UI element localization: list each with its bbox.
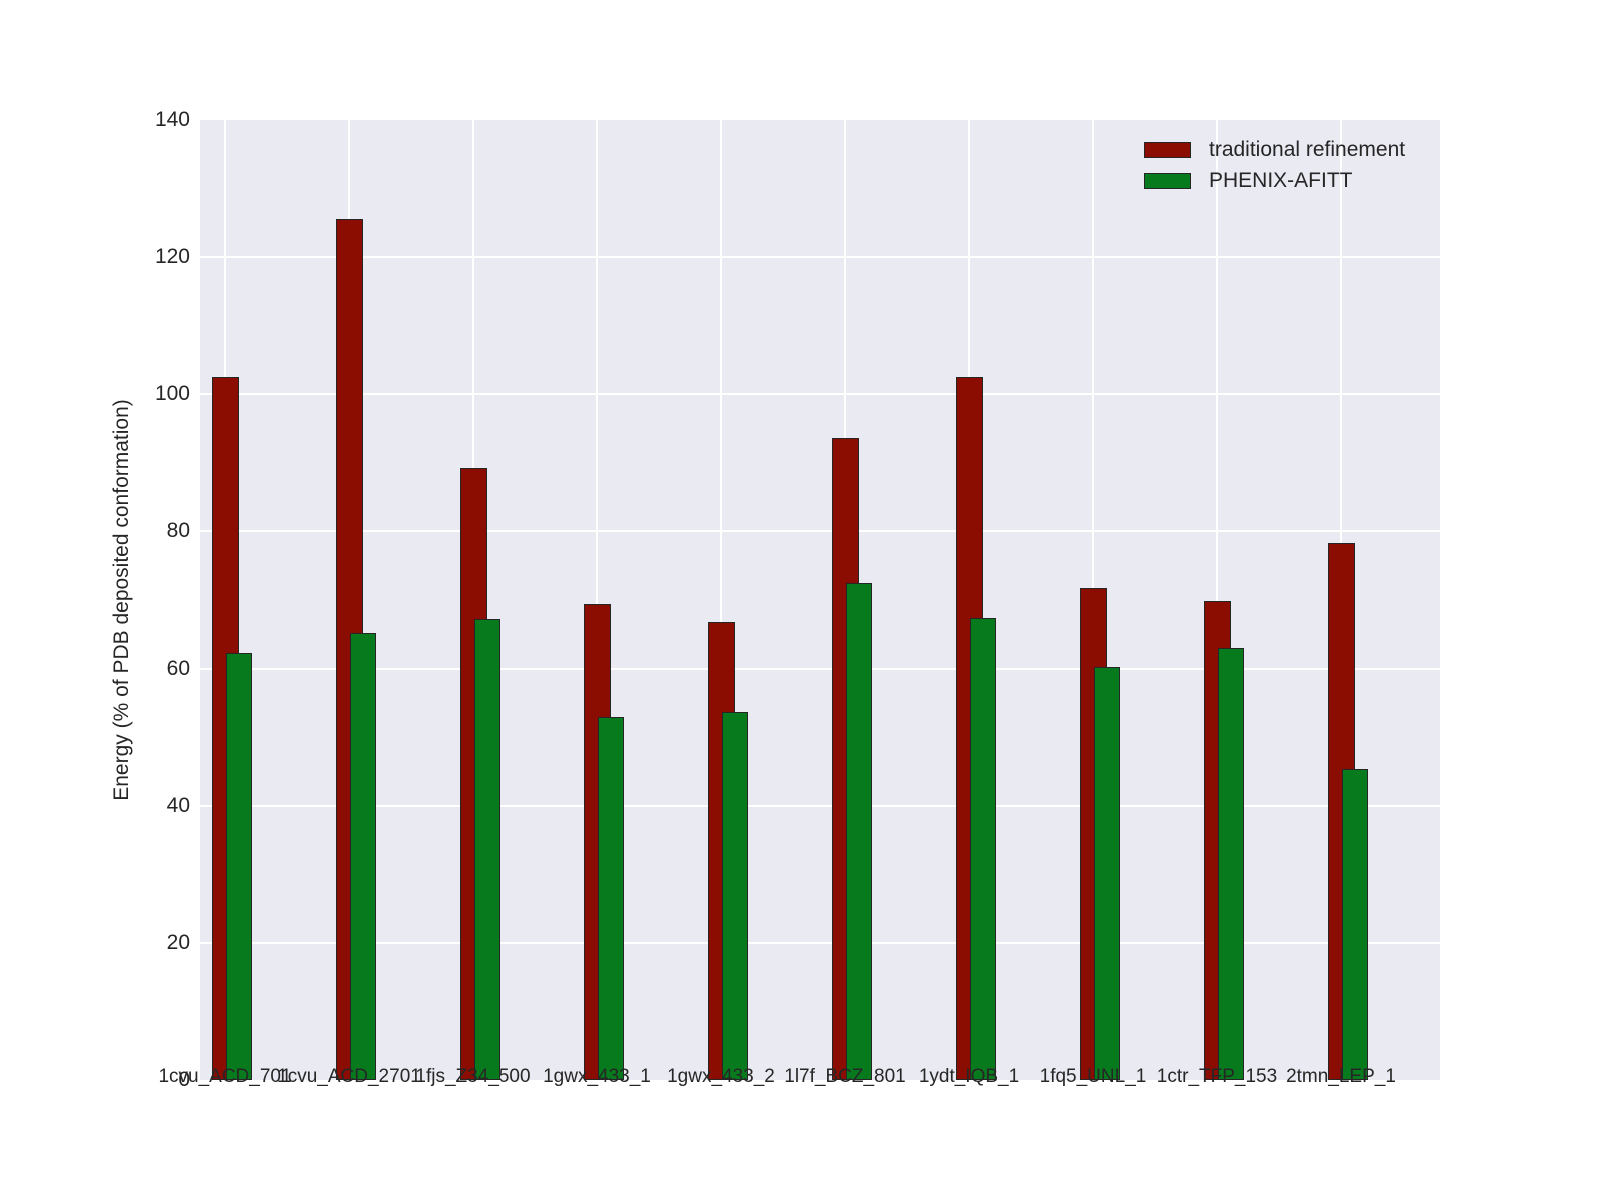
plot-area: traditional refinement PHENIX-AFITT	[200, 120, 1440, 1080]
gridline-horizontal-120	[200, 256, 1440, 259]
bar-phenix-afitt-1fq5_UNL_1	[1093, 667, 1120, 1080]
x-tick-label-1cvu_ACD_2701: 1cvu_ACD_2701	[277, 1066, 421, 1087]
gridline-vertical-1ctr_TFP_153	[1216, 120, 1218, 1080]
bar-phenix-afitt-2tmn_LEP_1	[1341, 769, 1368, 1080]
bar-phenix-afitt-1gwx_433_2	[721, 711, 748, 1080]
bar-phenix-afitt-1fjs_Z34_500	[473, 619, 500, 1080]
y-tick-label-40: 40	[166, 793, 190, 817]
x-tick-label-1fjs_Z34_500: 1fjs_Z34_500	[415, 1066, 531, 1087]
x-tick-label-1ydt_IQB_1: 1ydt_IQB_1	[918, 1066, 1020, 1087]
legend-item-phenix: PHENIX-AFITT	[1144, 165, 1405, 196]
bar-phenix-afitt-1ydt_IQB_1	[969, 617, 996, 1080]
y-tick-label-120: 120	[154, 245, 190, 269]
x-tick-label-1gwx_433_2: 1gwx_433_2	[667, 1066, 775, 1087]
gridline-horizontal-20	[200, 941, 1440, 944]
gridline-horizontal-60	[200, 667, 1440, 670]
y-tick-label-80: 80	[166, 519, 190, 543]
gridline-horizontal-100	[200, 393, 1440, 396]
y-axis-title: Energy (% of PDB deposited conformation)	[110, 399, 133, 801]
bar-phenix-afitt-1gwx_433_1	[597, 716, 624, 1080]
x-tick-label-1l7f_BCZ_801: 1l7f_BCZ_801	[784, 1066, 906, 1087]
legend-swatch-phenix-afitt	[1144, 172, 1191, 189]
x-tick-label-1gwx_433_1: 1gwx_433_1	[543, 1066, 651, 1087]
legend: traditional refinement PHENIX-AFITT	[1144, 134, 1405, 196]
legend-item-traditional: traditional refinement	[1144, 134, 1405, 165]
legend-swatch-traditional-refinement	[1144, 141, 1191, 158]
y-tick-label-60: 60	[166, 656, 190, 680]
gridline-vertical-1gwx_433_2	[720, 120, 722, 1080]
y-tick-label-140: 140	[154, 108, 190, 131]
y-tick-label-100: 100	[154, 382, 190, 406]
gridline-vertical-1gwx_433_1	[596, 120, 598, 1080]
legend-label-phenix-afitt: PHENIX-AFITT	[1209, 168, 1353, 192]
gridline-horizontal-80	[200, 530, 1440, 533]
gridline-horizontal-40	[200, 804, 1440, 807]
bar-phenix-afitt-1cvu_ACD_701	[225, 652, 252, 1080]
bar-phenix-afitt-1ctr_TFP_153	[1217, 648, 1244, 1080]
bar-phenix-afitt-1l7f_BCZ_801	[845, 582, 872, 1080]
legend-label-traditional-refinement: traditional refinement	[1209, 137, 1406, 161]
x-tick-label-1fq5_UNL_1: 1fq5_UNL_1	[1039, 1066, 1147, 1087]
x-tick-label-1cvu_ACD_701: 1cvu_ACD_701	[158, 1066, 292, 1087]
y-tick-label-20: 20	[166, 930, 190, 954]
x-tick-label-2tmn_LEP_1: 2tmn_LEP_1	[1286, 1066, 1396, 1087]
x-tick-label-1ctr_TFP_153: 1ctr_TFP_153	[1156, 1066, 1278, 1087]
y-tick-label-0: 0	[178, 1068, 190, 1091]
bar-phenix-afitt-1cvu_ACD_2701	[349, 632, 376, 1080]
